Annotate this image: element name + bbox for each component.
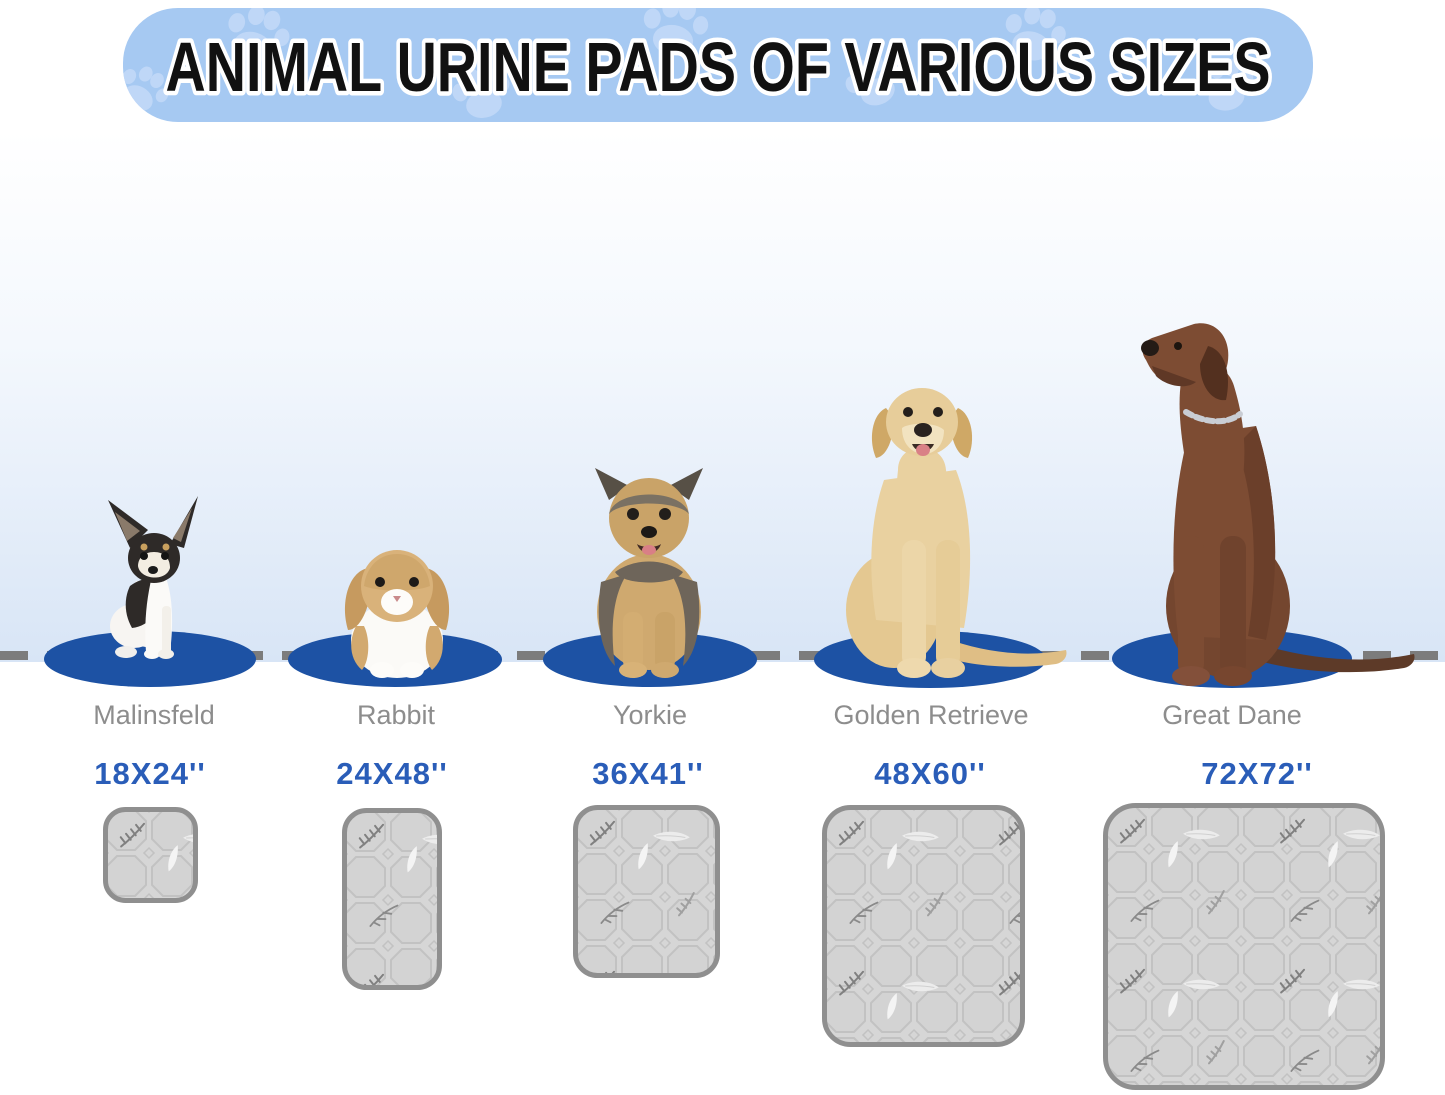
animal-name-label: Rabbit	[356, 700, 436, 730]
animal-name-label: Yorkie	[612, 700, 688, 730]
pad-size-label: 24X48''	[336, 756, 448, 791]
pee-pad-48x60	[822, 805, 1025, 1047]
pad-size-label: 48X60''	[874, 756, 986, 791]
pad-size-label: 72X72''	[1201, 756, 1313, 791]
yorkie-illustration	[595, 468, 703, 678]
pee-pad-36x41	[573, 805, 720, 978]
rabbit-illustration	[344, 550, 450, 678]
pad-size-label: 18X24''	[94, 756, 206, 791]
pee-pad-18x24	[103, 807, 198, 903]
pad-size-label: 36X41''	[592, 756, 704, 791]
chihuahua-illustration	[108, 496, 198, 659]
banner-title: ANIMAL URINE PADS OF VARIOUS SIZES	[166, 28, 1271, 106]
title-banner: ANIMAL URINE PADS OF VARIOUS SIZES	[123, 8, 1313, 122]
golden-retriever-illustration	[846, 388, 1067, 678]
great-dane-illustration	[1141, 323, 1415, 686]
animal-name-label: Great Dane	[1162, 700, 1302, 730]
animal-name-label: Golden Retrieve	[833, 700, 1029, 730]
animal-name-label: Malinsfeld	[93, 700, 215, 730]
pee-pad-24x48	[342, 808, 442, 990]
pee-pad-72x72	[1103, 803, 1385, 1090]
